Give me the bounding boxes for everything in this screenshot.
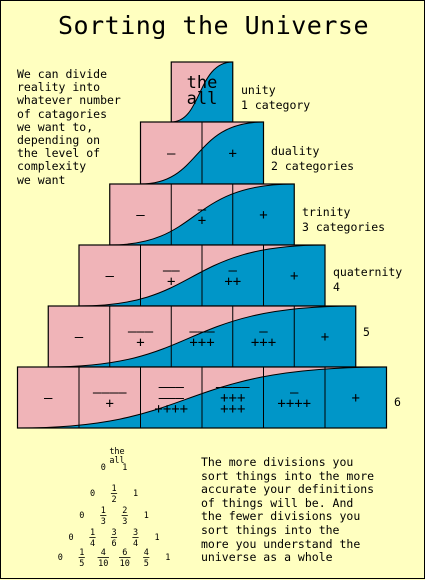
cell-sign-4: –––– +++ +++ xyxy=(216,380,250,418)
intro-text: We can divide reality into whatever numb… xyxy=(17,67,121,187)
row-label-5: 5 xyxy=(363,325,370,339)
page-title: Sorting the Universe xyxy=(57,11,370,40)
row-border xyxy=(16,366,388,429)
positive-region xyxy=(48,306,356,367)
pyramid-row-2: – + xyxy=(139,121,265,185)
row-label-1: unity 1 category xyxy=(241,83,311,112)
row-label-3: trinity 3 categories xyxy=(302,205,386,234)
cell-sign-4: – +++ xyxy=(251,324,276,351)
cell-sign-1: the all xyxy=(187,73,218,109)
cell-sign-3: + xyxy=(259,208,267,224)
row-label-6: 6 xyxy=(394,395,401,409)
cell-sign-2: –– + xyxy=(163,263,180,290)
pyramid-row-4: – –– + – ++ + xyxy=(78,244,326,307)
cell-sign-3: – ++ xyxy=(224,263,241,290)
pyramid-row-3: – – + + xyxy=(109,183,295,246)
cell-sign-1: – xyxy=(136,208,145,224)
cell-sign-3: ––– ––– ++++ xyxy=(154,380,188,418)
cell-sign-1: – xyxy=(106,269,115,285)
cell-sign-2: – + xyxy=(198,202,207,229)
pyramid-row-5: – ––– + ––– +++ – +++ + xyxy=(47,305,357,368)
pyramid-row-6: – –––– + ––– ––– ++++ –––– +++ +++ – ++++ + xyxy=(16,366,388,429)
row-label-2: duality 2 categories xyxy=(271,144,355,173)
cell-sign-3: ––– +++ xyxy=(189,324,215,351)
row-label-4: quaternity 4 xyxy=(333,265,403,294)
divider-curve xyxy=(17,366,387,429)
divider-curve xyxy=(109,183,295,246)
cell-sign-4: + xyxy=(290,269,298,285)
cell-sign-2: + xyxy=(229,146,237,162)
cell-sign-2: –––– + xyxy=(93,385,127,412)
divider-curve xyxy=(171,61,233,123)
positive-region xyxy=(171,62,233,122)
divider-curve xyxy=(78,244,326,307)
outro-text: The more divisions you sort things into … xyxy=(201,455,375,565)
cell-sign-6: + xyxy=(352,391,360,407)
cell-sign-2: ––– + xyxy=(128,324,154,351)
positive-region xyxy=(109,184,295,245)
cell-sign-5: + xyxy=(321,330,329,346)
cell-sign-1: – xyxy=(75,330,84,346)
cell-sign-1: – xyxy=(44,391,53,407)
pyramid-row-1: the all xyxy=(170,61,234,123)
divider-curve xyxy=(140,121,264,185)
cell-sign-5: – ++++ xyxy=(277,385,311,412)
cell-sign-1: – xyxy=(167,146,176,162)
